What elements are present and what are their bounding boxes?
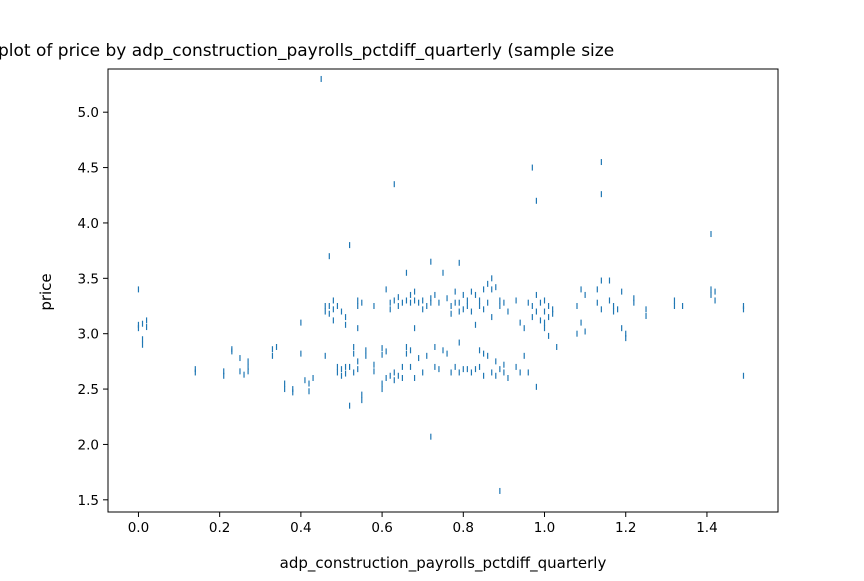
- chart-title: plot of price by adp_construction_payrol…: [0, 41, 614, 61]
- x-axis: 0.0 0.2 0.4 0.6 0.8 1.0 1.2 1.4: [128, 512, 718, 536]
- x-axis-label: adp_construction_payrolls_pctdiff_quarte…: [280, 554, 607, 573]
- x-tick-label: 1.4: [696, 520, 717, 536]
- y-tick-label: 2.0: [78, 437, 99, 453]
- y-axis-label: price: [37, 273, 55, 310]
- x-tick-label: 0.6: [371, 520, 392, 536]
- x-tick-label: 1.2: [615, 520, 636, 536]
- y-tick-label: 4.0: [78, 216, 99, 232]
- plot-area-frame: [107, 68, 779, 513]
- y-tick-label: 3.0: [78, 327, 99, 343]
- y-tick-label: 5.0: [78, 105, 99, 121]
- y-tick-label: 2.5: [78, 382, 99, 398]
- x-tick-label: 0.2: [209, 520, 230, 536]
- data-points: [137, 75, 745, 494]
- x-tick-label: 1.0: [534, 520, 555, 536]
- y-tick-label: 1.5: [78, 493, 99, 509]
- x-tick-label: 0.4: [290, 520, 311, 536]
- x-tick-label: 0.8: [453, 520, 474, 536]
- y-axis: 1.5 2.0 2.5 3.0 3.5 4.0 4.5 5.0: [78, 105, 108, 509]
- y-tick-label: 3.5: [78, 271, 99, 287]
- y-tick-label: 4.5: [78, 161, 99, 177]
- x-tick-label: 0.0: [128, 520, 149, 536]
